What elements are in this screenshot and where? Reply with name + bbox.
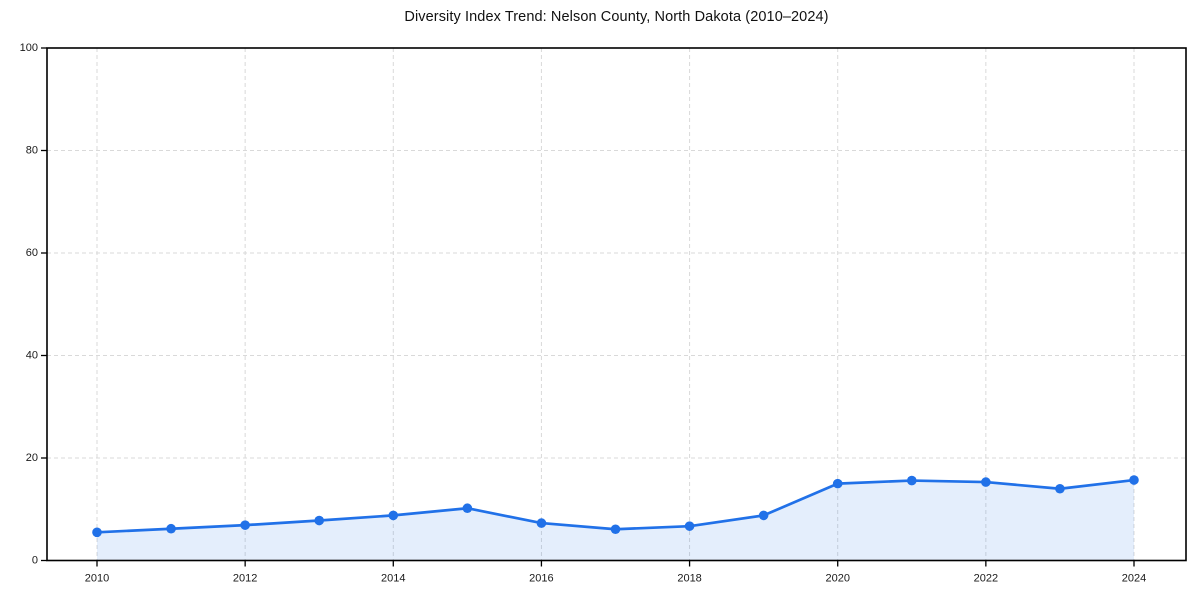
x-tick-label: 2024: [1122, 573, 1146, 585]
x-tick-label: 2018: [677, 573, 701, 585]
x-tick-label: 2020: [825, 573, 849, 585]
y-tick-label: 40: [26, 350, 38, 362]
data-point: [684, 521, 695, 531]
x-tick-label: 2016: [529, 573, 553, 585]
data-point: [462, 503, 473, 514]
data-point: [981, 477, 991, 487]
y-tick-label: 20: [26, 452, 38, 464]
data-point: [758, 510, 769, 521]
x-tick-label: 2022: [974, 573, 998, 585]
data-point: [314, 515, 325, 526]
data-point: [166, 523, 176, 534]
y-tick-label: 100: [20, 42, 38, 54]
data-point: [1055, 483, 1065, 494]
y-tick-label: 60: [26, 247, 38, 259]
data-point: [388, 510, 399, 521]
chart-title: Diversity Index Trend: Nelson County, No…: [404, 9, 829, 25]
y-tick-label: 0: [32, 555, 38, 567]
data-point: [1129, 475, 1139, 485]
data-point: [536, 518, 547, 528]
data-point: [240, 520, 250, 530]
data-point: [92, 527, 102, 538]
x-tick-label: 2010: [85, 573, 109, 585]
data-point: [610, 524, 621, 535]
data-point: [832, 478, 843, 489]
x-tick-label: 2014: [381, 573, 405, 585]
plot-border: [46, 47, 1187, 562]
data-point: [906, 475, 917, 486]
y-tick-label: 80: [26, 145, 38, 157]
x-tick-label: 2012: [233, 573, 257, 585]
series-area: [97, 480, 1134, 561]
